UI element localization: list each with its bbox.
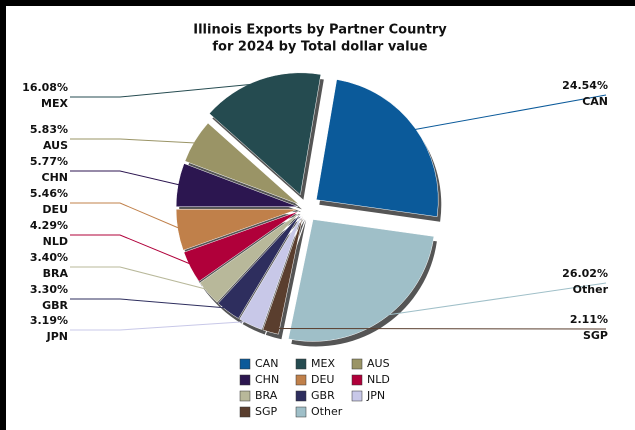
legend-swatch	[295, 406, 307, 418]
slice	[209, 72, 322, 196]
leader-line	[70, 202, 183, 230]
legend-swatch	[351, 374, 363, 386]
data-label: 3.40%	[30, 251, 68, 264]
slice	[199, 212, 300, 303]
slice	[184, 122, 300, 205]
leader-line	[70, 234, 195, 266]
legend-swatch	[295, 374, 307, 386]
leader-line	[70, 266, 212, 291]
slice	[262, 214, 304, 335]
legend-label: MEX	[311, 357, 335, 370]
data-label: CAN	[582, 95, 608, 108]
slice	[183, 210, 299, 282]
legend-swatch	[239, 406, 251, 418]
data-label: 16.08%	[22, 81, 68, 94]
data-label: DEU	[42, 203, 68, 216]
legend-label: Other	[311, 405, 343, 418]
left-border	[0, 0, 6, 430]
data-label: 5.46%	[30, 187, 68, 200]
legend-swatch	[239, 358, 251, 370]
legend-swatch	[239, 374, 251, 386]
legend-label: BRA	[255, 389, 278, 402]
data-label: GBR	[42, 299, 68, 312]
legend-swatch	[239, 390, 251, 402]
legend-label: SGP	[255, 405, 278, 418]
data-label: SGP	[583, 329, 608, 342]
leader-line	[70, 320, 253, 331]
data-label: Other	[573, 283, 609, 296]
data-label: MEX	[41, 97, 68, 110]
slice	[239, 214, 303, 330]
slice	[288, 219, 435, 342]
legend-swatch	[351, 390, 363, 402]
leader-line	[380, 282, 607, 317]
data-label: NLD	[43, 235, 68, 248]
leader-line	[70, 298, 231, 309]
data-label: 2.11%	[570, 313, 608, 326]
leader-line	[411, 94, 607, 131]
leader-line	[271, 327, 607, 330]
legend-label: NLD	[367, 373, 390, 386]
data-label: 3.19%	[30, 314, 68, 327]
legend-swatch	[351, 358, 363, 370]
legend-swatch	[295, 358, 307, 370]
legend-label: CHN	[255, 373, 279, 386]
data-label: CHN	[42, 171, 69, 184]
data-label: AUS	[43, 139, 68, 152]
slice	[175, 208, 299, 251]
top-border	[0, 0, 635, 6]
chart-title: for 2024 by Total dollar value	[212, 40, 427, 55]
data-label: 3.30%	[30, 283, 68, 296]
data-label: BRA	[43, 267, 69, 280]
data-label: JPN	[46, 330, 68, 343]
data-label: 24.54%	[562, 79, 608, 92]
chart-title: Illinois Exports by Partner Country	[193, 23, 447, 38]
leader-line	[70, 82, 262, 98]
legend-label: JPN	[366, 389, 385, 402]
data-label: 5.83%	[30, 123, 68, 136]
legend-label: CAN	[255, 357, 278, 370]
data-label: 4.29%	[30, 219, 68, 232]
slice	[217, 213, 302, 319]
legend-label: AUS	[367, 357, 390, 370]
data-label: 26.02%	[562, 267, 608, 280]
legend-swatch	[295, 390, 307, 402]
legend-label: DEU	[311, 373, 334, 386]
data-label: 5.77%	[30, 155, 68, 168]
leader-line	[70, 170, 183, 186]
legend-label: GBR	[311, 389, 335, 402]
slice	[316, 79, 439, 217]
leader-line	[70, 138, 199, 144]
